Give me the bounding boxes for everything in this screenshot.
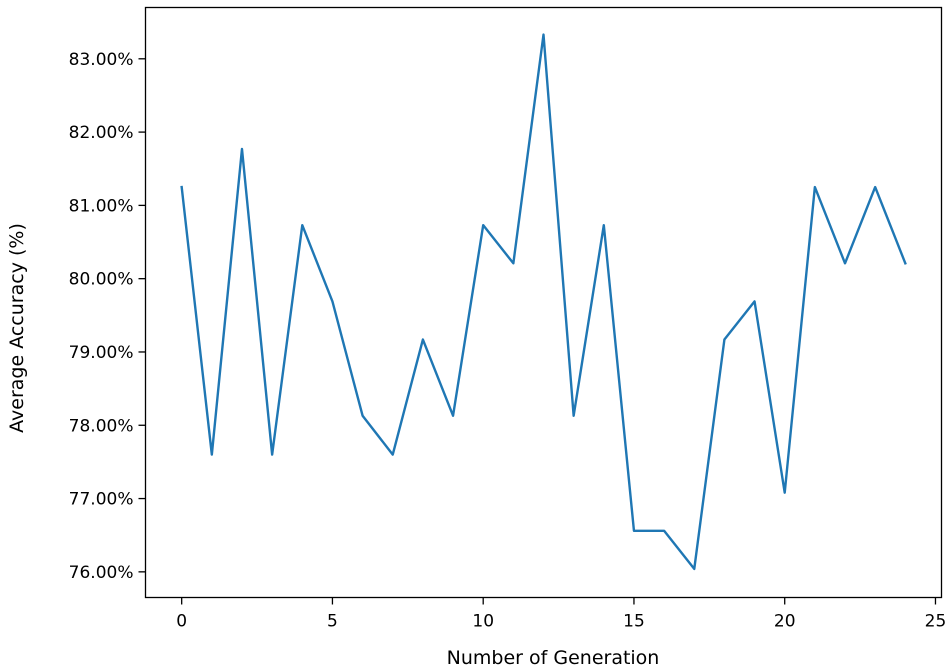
series-line — [180, 33, 907, 571]
x-tick-label: 10 — [472, 612, 494, 632]
y-tick-label: 82.00% — [69, 123, 134, 143]
x-tick-label: 5 — [327, 612, 338, 632]
x-axis-title: Number of Generation — [447, 647, 660, 669]
y-tick-label: 76.00% — [69, 563, 134, 583]
x-axis-ticks: 0 5 10 15 20 25 — [176, 597, 947, 632]
y-tick-label: 83.00% — [69, 50, 134, 70]
y-tick-label: 77.00% — [69, 490, 134, 510]
plot-area-frame — [144, 6, 943, 599]
y-tick-label: 80.00% — [69, 270, 134, 290]
series-layer — [180, 33, 907, 571]
y-tick-label: 81.00% — [69, 196, 134, 216]
x-tick-label: 15 — [623, 612, 645, 632]
x-tick-label: 20 — [774, 612, 796, 632]
y-axis-title: Average Accuracy (%) — [6, 223, 28, 433]
y-tick-label: 79.00% — [69, 343, 134, 363]
x-tick-label: 25 — [925, 612, 947, 632]
x-tick-label: 0 — [176, 612, 187, 632]
y-tick-label: 78.00% — [69, 416, 134, 436]
y-axis-ticks: 76.00% 77.00% 78.00% 79.00% 80.00% 81.00% 82.0… — [69, 50, 146, 583]
